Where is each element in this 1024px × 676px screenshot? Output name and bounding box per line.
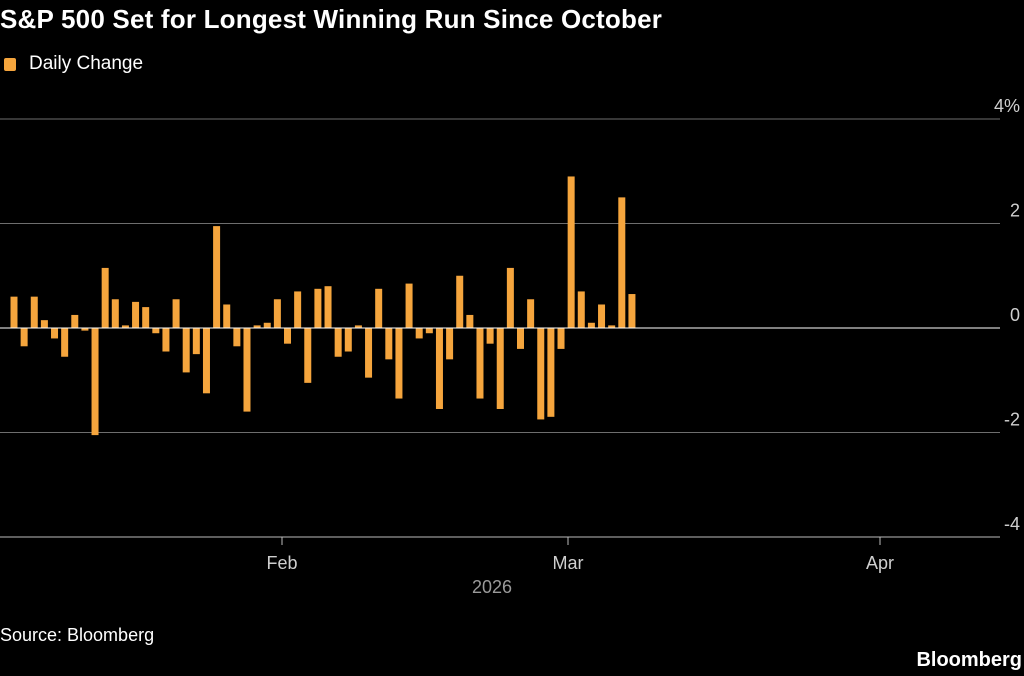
bar [567,176,575,328]
bar [294,291,302,328]
y-tick-label: 4% [994,96,1020,116]
bar [61,328,69,357]
bar [608,325,616,328]
bar [152,328,160,334]
bar [395,328,403,399]
bar [446,328,454,360]
bar [557,328,565,349]
y-tick-label: 2 [1010,201,1020,221]
bar [354,325,362,328]
bar [496,328,504,409]
bar [537,328,545,420]
bar [263,322,271,328]
bar [253,325,261,328]
bar [202,328,210,394]
bar [486,328,494,344]
bar [375,288,383,328]
bar [20,328,28,347]
bar [527,299,535,328]
bar [385,328,393,360]
bar [435,328,443,409]
y-tick-label: -4 [1004,514,1020,534]
bar [142,307,150,328]
bar [365,328,373,378]
bar [314,288,322,328]
bar [425,328,433,334]
bar [618,197,626,329]
legend: Daily Change [4,53,143,75]
bar [81,328,89,331]
bar [598,304,606,328]
bloomberg-logo: Bloomberg [916,649,1022,671]
bar [182,328,190,373]
bar [111,299,119,328]
bar [628,294,636,328]
x-tick-label: Apr [866,553,894,573]
bar [547,328,555,417]
bar [243,328,251,412]
bar [172,299,180,328]
bar [456,275,464,328]
bar [213,226,221,328]
bar [101,267,109,328]
bar [304,328,312,383]
bar [40,320,48,328]
bar [284,328,292,344]
bar [10,296,18,328]
bar [30,296,38,328]
bar [577,291,585,328]
bar [466,314,474,328]
source-note: Source: Bloomberg [0,625,155,645]
bar [51,328,59,339]
x-year-label: 2026 [472,577,512,597]
bar [476,328,484,399]
bar [405,283,413,328]
bar [162,328,170,352]
bar [415,328,423,339]
bar [223,304,231,328]
bar [273,299,281,328]
x-tick-label: Mar [553,553,584,573]
bar [344,328,352,352]
x-tick-label: Feb [266,553,297,573]
bar [91,328,99,436]
y-tick-label: 0 [1010,305,1020,325]
bar [233,328,241,347]
bar [506,267,514,328]
bar [587,322,595,328]
bar [132,301,140,329]
bar [324,286,332,328]
bar [334,328,342,357]
legend-swatch [4,57,16,71]
bar [192,328,200,355]
chart-title: S&P 500 Set for Longest Winning Run Sinc… [0,4,663,34]
bar [71,314,79,328]
y-tick-label: -2 [1004,410,1020,430]
legend-label: Daily Change [29,53,144,74]
bar [517,328,524,349]
bar [121,325,129,328]
